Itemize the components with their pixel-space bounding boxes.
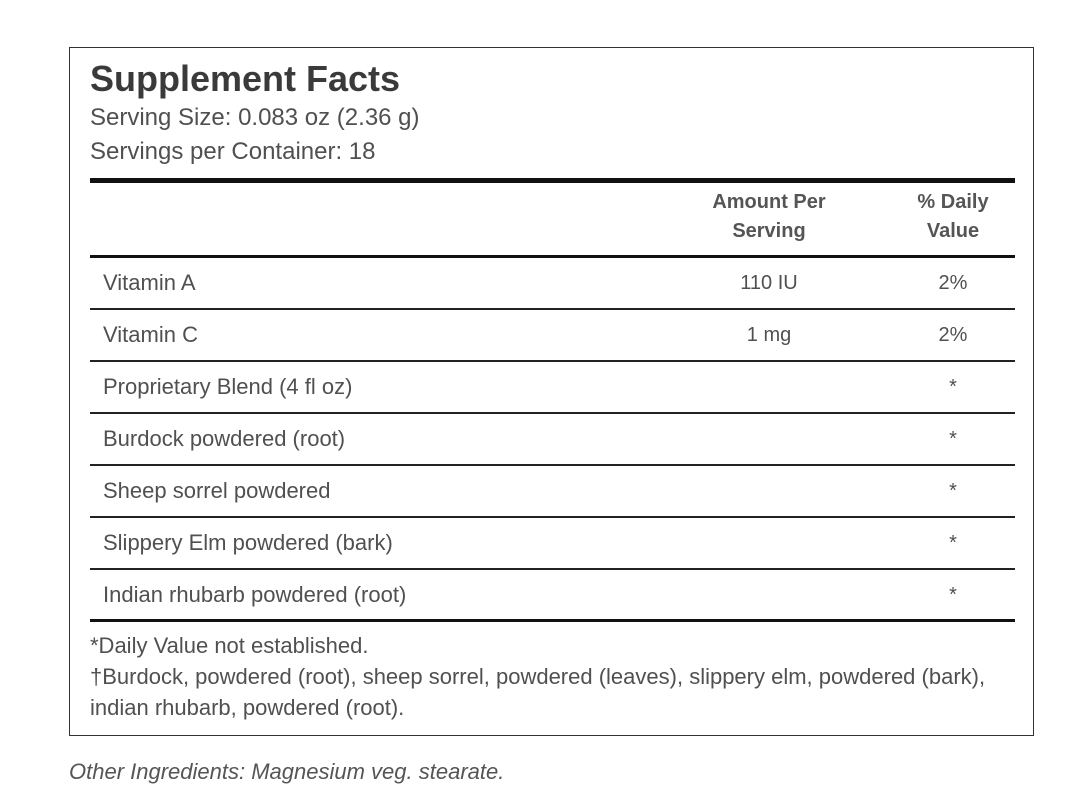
table-row: Slippery Elm powdered (bark) * bbox=[90, 518, 1015, 570]
daily-value: * bbox=[949, 532, 957, 554]
column-header: % Daily Value bbox=[917, 191, 989, 242]
ingredient-name: Vitamin C bbox=[103, 322, 198, 347]
servings-per-container: Servings per Container: 18 bbox=[90, 138, 376, 165]
serving-size: Serving Size: 0.083 oz (2.36 g) bbox=[90, 104, 420, 131]
daily-value: 2% bbox=[938, 324, 968, 346]
ingredient-name: Burdock powdered (root) bbox=[103, 426, 346, 451]
thick-rule bbox=[90, 178, 1015, 183]
daily-value: * bbox=[949, 480, 957, 502]
daily-value: * bbox=[949, 428, 957, 450]
footnote: †Burdock, powdered (root), sheep sorrel,… bbox=[90, 664, 986, 720]
amount: 1 mg bbox=[746, 324, 792, 346]
footnote: *Daily Value not established. bbox=[90, 633, 369, 658]
table-row: Proprietary Blend (4 fl oz) * bbox=[90, 362, 1015, 414]
footnotes: *Daily Value not established. †Burdock, p… bbox=[90, 630, 1015, 723]
table-row: Indian rhubarb powdered (root) * bbox=[90, 570, 1015, 620]
table-row: Burdock powdered (root) * bbox=[90, 414, 1015, 466]
facts-panel: Supplement Facts Serving Size: 0.083 oz … bbox=[69, 47, 1034, 736]
daily-value: * bbox=[949, 376, 957, 398]
table-row: Vitamin C 1 mg 2% bbox=[90, 310, 1015, 362]
other-ingredients: Other Ingredients: Magnesium veg. steara… bbox=[69, 759, 505, 784]
thick-rule bbox=[90, 255, 1015, 258]
ingredient-name: Vitamin A bbox=[103, 270, 196, 295]
column-header: Amount Per Serving bbox=[712, 191, 826, 242]
panel-title: Supplement Facts bbox=[90, 58, 401, 99]
daily-value: 2% bbox=[938, 272, 968, 294]
amount: 110 IU bbox=[740, 272, 798, 294]
thick-rule bbox=[90, 619, 1015, 622]
ingredient-name: Indian rhubarb powdered (root) bbox=[103, 582, 407, 607]
table-row: Sheep sorrel powdered * bbox=[90, 466, 1015, 518]
ingredient-name: Proprietary Blend (4 fl oz) bbox=[103, 374, 353, 399]
daily-value: * bbox=[949, 584, 957, 606]
ingredient-name: Slippery Elm powdered (bark) bbox=[103, 530, 393, 555]
table-row: Vitamin A 110 IU 2% bbox=[90, 258, 1015, 310]
ingredient-name: Sheep sorrel powdered bbox=[103, 478, 331, 503]
